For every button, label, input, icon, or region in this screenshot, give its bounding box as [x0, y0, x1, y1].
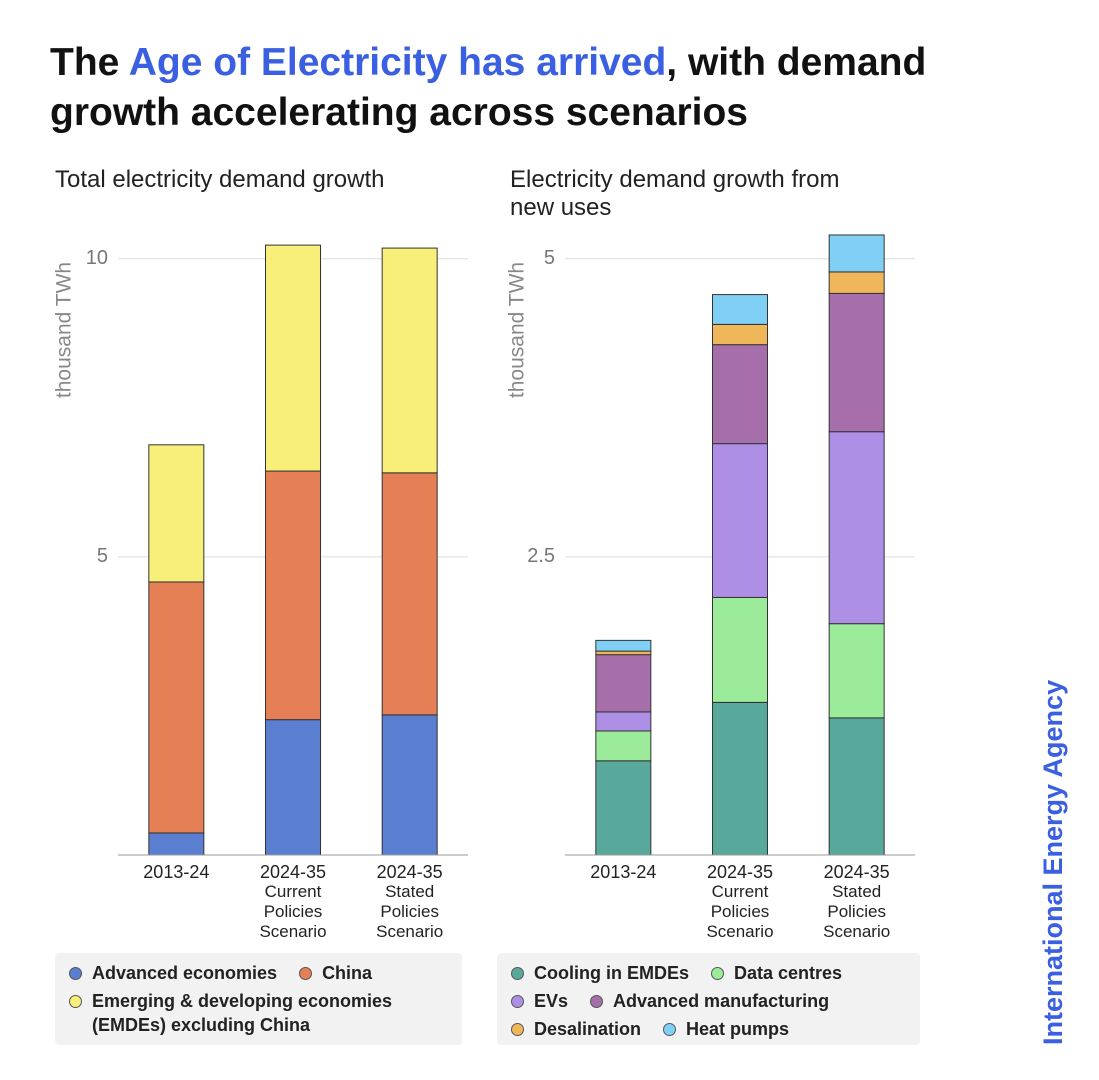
legend-label: EVs — [534, 991, 569, 1011]
legend-item: Cooling in EMDEs — [511, 961, 689, 985]
legend-label: Heat pumps — [686, 1019, 790, 1039]
legend: Advanced economies China Emerging & develo… — [55, 953, 462, 1045]
bar-segment — [595, 639, 652, 652]
legend-item: China — [299, 961, 372, 985]
legend-label: Advanced manufacturing — [613, 991, 830, 1011]
y-axis-label: thousand TWh — [506, 262, 529, 398]
legend-swatch — [511, 1023, 524, 1036]
bar-segment — [712, 323, 768, 346]
bar-segment — [828, 431, 885, 625]
page-title: The Age of Electricity has arrived, with… — [50, 38, 1060, 138]
bar-segment — [381, 472, 438, 716]
legend-label: Emerging & developing economies (EMDEs) … — [92, 991, 393, 1035]
y-axis-label: thousand TWh — [53, 262, 76, 398]
legend-label: Advanced economies — [92, 963, 278, 983]
legend-label: Data centres — [734, 963, 843, 983]
bar-segment — [828, 623, 885, 719]
y-tick-label: 5 — [97, 545, 108, 567]
legend-swatch — [711, 967, 724, 980]
legend-swatch — [590, 995, 604, 1008]
legend-label: Desalination — [534, 1019, 642, 1039]
bar-segment — [265, 719, 321, 856]
bar-segment — [595, 654, 652, 713]
brand: International Energy Agency — [1038, 679, 1068, 1045]
legend-swatch — [511, 995, 524, 1008]
bar-segment — [265, 244, 321, 472]
chart-title: Total electricity demand growth — [55, 166, 385, 193]
legend-item: Data centres — [711, 961, 842, 985]
bar-segment — [712, 701, 768, 856]
legend-swatch — [69, 995, 82, 1008]
bar-segment — [828, 292, 885, 433]
y-tick-label: 5 — [544, 247, 555, 269]
legend-item: Advanced manufacturing — [590, 989, 829, 1013]
bar-segment — [828, 271, 885, 294]
bar-segment — [148, 444, 205, 583]
legend-item: EVs — [511, 989, 568, 1013]
bar-segment — [381, 714, 438, 856]
x-tick-label: 2024-35 Current Policies Scenario — [706, 862, 773, 942]
bar-segment — [595, 650, 652, 656]
title-part: , with demand growth accelerating across… — [50, 41, 927, 134]
bar-segment — [828, 717, 885, 856]
legend-swatch — [299, 967, 313, 980]
bar-segment — [595, 730, 652, 762]
legend-item: Advanced economies — [69, 961, 277, 985]
x-tick-label: 2013-24 — [143, 862, 209, 882]
legend: Cooling in EMDEs Data centres EVs Advanced … — [497, 953, 920, 1045]
bar-segment — [148, 581, 205, 834]
bar-segment — [148, 832, 205, 856]
legend-swatch — [663, 1023, 677, 1036]
chart-title: Electricity demand growth from new uses — [510, 166, 840, 221]
title-part: The — [50, 41, 129, 84]
x-tick-label: 2024-35 Current Policies Scenario — [259, 862, 326, 942]
x-tick-label: 2024-35 Stated Policies Scenario — [376, 862, 443, 942]
x-tick-label: 2024-35 Stated Policies Scenario — [823, 862, 890, 942]
legend-label: China — [322, 963, 373, 983]
x-tick-label: 2013-24 — [590, 862, 656, 882]
bar-segment — [595, 711, 652, 732]
legend-label: Cooling in EMDEs — [534, 963, 689, 983]
legend-item: Desalination — [511, 1017, 641, 1041]
legend-item: Heat pumps — [663, 1017, 789, 1041]
bar-segment — [712, 344, 768, 445]
y-tick-label: 10 — [86, 247, 108, 269]
legend-swatch — [69, 967, 82, 980]
bar-segment — [828, 234, 885, 273]
bar-segment — [712, 294, 768, 325]
legend-swatch — [511, 967, 524, 980]
legend-item: Emerging & developing economies (EMDEs) … — [69, 989, 448, 1037]
y-tick-label: 2.5 — [527, 545, 555, 567]
bar-segment — [265, 470, 321, 721]
bar-segment — [381, 247, 438, 474]
bar-segment — [712, 596, 768, 703]
bar-segment — [712, 443, 768, 598]
title-highlight: Age of Electricity has arrived — [128, 41, 667, 84]
bar-segment — [595, 760, 652, 856]
